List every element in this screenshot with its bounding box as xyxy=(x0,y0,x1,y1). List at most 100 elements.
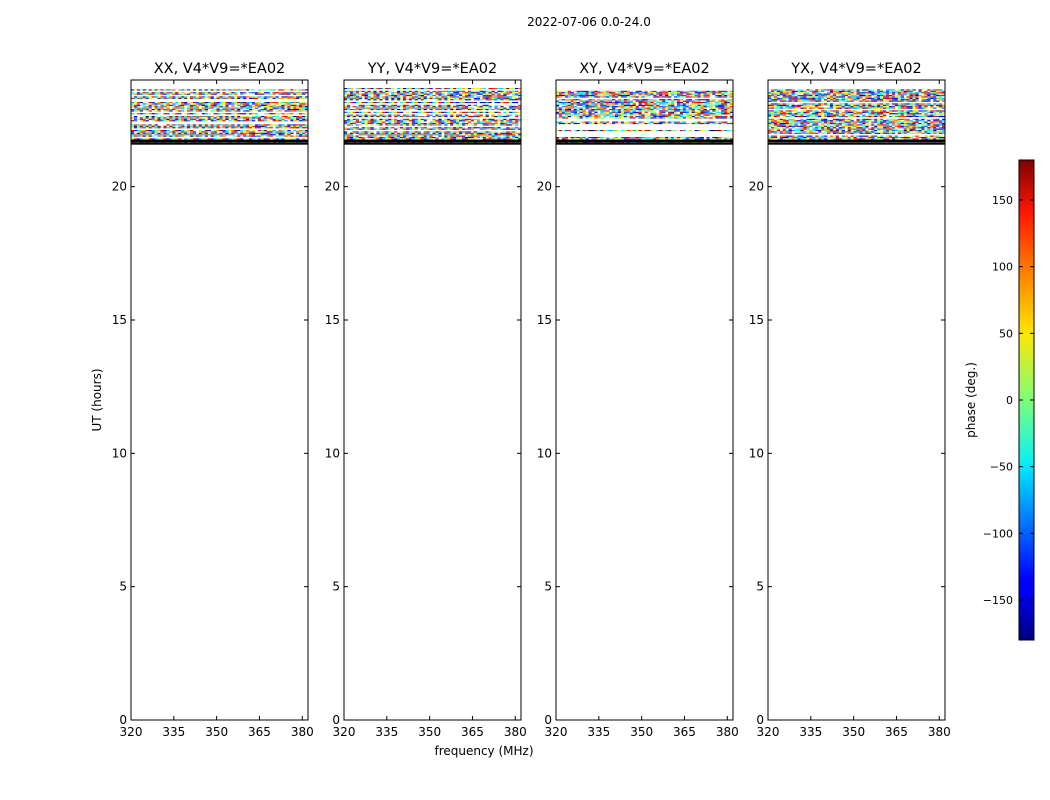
heatmap-cell xyxy=(305,110,309,112)
heatmap-cell xyxy=(556,104,560,106)
heatmap-cell xyxy=(388,109,392,111)
heatmap-cell xyxy=(558,123,563,125)
heatmap-cell xyxy=(653,107,657,109)
heatmap-cell xyxy=(225,103,229,105)
heatmap-cell xyxy=(441,123,445,125)
heatmap-cell xyxy=(585,111,589,113)
heatmap-cell xyxy=(364,128,368,130)
heatmap-cell xyxy=(414,97,419,99)
heatmap-cell xyxy=(462,135,466,137)
heatmap-cell xyxy=(148,110,152,112)
heatmap-cell xyxy=(157,120,161,122)
heatmap-cell xyxy=(349,92,354,94)
heatmap-cell xyxy=(606,130,610,132)
heatmap-cell xyxy=(497,102,501,104)
heatmap-cell xyxy=(190,102,194,104)
heatmap-cell xyxy=(464,132,469,134)
heatmap-cell xyxy=(376,96,380,98)
heatmap-cell xyxy=(459,138,463,140)
heatmap-cell xyxy=(558,114,563,116)
heatmap-cell xyxy=(408,123,413,125)
heatmap-cell xyxy=(600,93,604,95)
heatmap-cell xyxy=(423,120,427,122)
heatmap-cell xyxy=(470,104,475,106)
heatmap-cell xyxy=(426,97,430,99)
heatmap-cell xyxy=(145,110,149,112)
heatmap-cell xyxy=(302,103,306,105)
heatmap-cell xyxy=(429,134,433,136)
heatmap-cell xyxy=(400,137,404,139)
heatmap-cell xyxy=(597,96,601,98)
heatmap-cell xyxy=(573,102,577,104)
heatmap-cell xyxy=(260,125,265,127)
heatmap-cell xyxy=(715,90,719,92)
heatmap-cell xyxy=(812,90,816,92)
heatmap-cell xyxy=(626,96,631,98)
heatmap-cell xyxy=(447,120,451,122)
heatmap-cell xyxy=(438,118,442,120)
heatmap-cell xyxy=(564,113,569,115)
heatmap-cell xyxy=(556,109,560,111)
heatmap-cell xyxy=(293,116,297,118)
heatmap-cell xyxy=(727,100,731,102)
heatmap-cell xyxy=(594,130,598,132)
heatmap-cell xyxy=(139,104,144,106)
heatmap-cell xyxy=(591,123,595,125)
heatmap-cell xyxy=(450,135,454,137)
heatmap-cell xyxy=(694,109,698,111)
heatmap-cell xyxy=(411,121,416,123)
heatmap-cell xyxy=(367,132,371,134)
heatmap-cell xyxy=(662,116,666,118)
heatmap-cell xyxy=(697,107,701,109)
y-tick-label: 5 xyxy=(332,580,340,594)
heatmap-cell xyxy=(724,106,728,108)
heatmap-cell xyxy=(612,111,616,113)
heatmap-cell xyxy=(662,113,666,115)
heatmap-cell xyxy=(782,92,786,94)
heatmap-cell xyxy=(222,102,226,104)
heatmap-cell xyxy=(891,90,896,92)
heatmap-cell xyxy=(500,132,504,134)
heatmap-cell xyxy=(246,102,250,104)
heatmap-cell xyxy=(367,111,371,113)
heatmap-cell xyxy=(204,132,208,134)
heatmap-cell xyxy=(703,117,707,119)
heatmap-cell xyxy=(629,130,633,132)
heatmap-cell xyxy=(570,107,574,109)
heatmap-cell xyxy=(853,96,857,98)
heatmap-cell xyxy=(260,109,265,111)
heatmap-cell xyxy=(588,117,592,119)
heatmap-cell xyxy=(260,103,265,105)
heatmap-cell xyxy=(243,130,247,132)
heatmap-cell xyxy=(385,123,389,125)
heatmap-cell xyxy=(420,135,424,137)
heatmap-cell xyxy=(697,104,701,106)
heatmap-cell xyxy=(257,135,262,137)
heatmap-cell xyxy=(204,120,208,122)
heatmap-cell xyxy=(278,104,282,106)
heatmap-cell xyxy=(269,89,273,91)
heatmap-cell xyxy=(579,99,583,101)
heatmap-cell xyxy=(503,114,507,116)
heatmap-cell xyxy=(435,123,439,125)
heatmap-cell xyxy=(662,92,666,94)
heatmap-cell xyxy=(163,89,167,91)
heatmap-cell xyxy=(222,120,226,122)
heatmap-cell xyxy=(773,97,778,99)
heatmap-cell xyxy=(299,125,303,127)
heatmap-cell xyxy=(685,96,690,98)
heatmap-cell xyxy=(169,117,173,119)
heatmap-cell xyxy=(459,135,463,137)
heatmap-cell xyxy=(411,118,416,120)
heatmap-cell xyxy=(201,89,206,91)
heatmap-cell xyxy=(700,138,704,140)
heatmap-cell xyxy=(558,99,563,101)
heatmap-cell xyxy=(397,134,401,136)
heatmap-cell xyxy=(249,127,253,129)
heatmap-cell xyxy=(246,92,250,94)
heatmap-cell xyxy=(175,110,179,112)
heatmap-cell xyxy=(364,114,368,116)
heatmap-cell xyxy=(275,118,279,120)
heatmap-cell xyxy=(488,93,492,95)
heatmap-cell xyxy=(582,111,586,113)
